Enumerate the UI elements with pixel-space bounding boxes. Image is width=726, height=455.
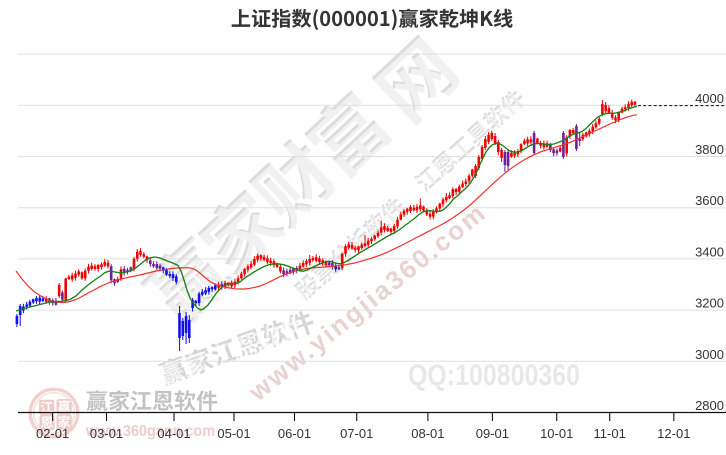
svg-text:11-01: 11-01 — [594, 426, 626, 441]
svg-text:06-01: 06-01 — [278, 426, 311, 441]
svg-text:05-01: 05-01 — [217, 426, 250, 441]
svg-text:09-01: 09-01 — [476, 426, 509, 441]
svg-text:12-01: 12-01 — [657, 426, 690, 441]
svg-text:3800: 3800 — [695, 142, 724, 157]
svg-text:02-01: 02-01 — [36, 426, 69, 441]
svg-text:QQ:100800360: QQ:100800360 — [408, 359, 580, 392]
svg-text:03-01: 03-01 — [90, 426, 123, 441]
svg-text:3000: 3000 — [695, 347, 724, 362]
svg-text:08-01: 08-01 — [411, 426, 444, 441]
svg-text:04-01: 04-01 — [157, 426, 190, 441]
svg-text:2800: 2800 — [695, 398, 724, 413]
svg-text:3600: 3600 — [695, 193, 724, 208]
svg-text:www.360gann.com: www.360gann.com — [85, 423, 215, 440]
svg-text:3400: 3400 — [695, 244, 724, 259]
svg-text:4000: 4000 — [695, 91, 724, 106]
svg-text:07-01: 07-01 — [340, 426, 373, 441]
svg-text:3200: 3200 — [695, 296, 724, 311]
svg-text:10-01: 10-01 — [540, 426, 573, 441]
